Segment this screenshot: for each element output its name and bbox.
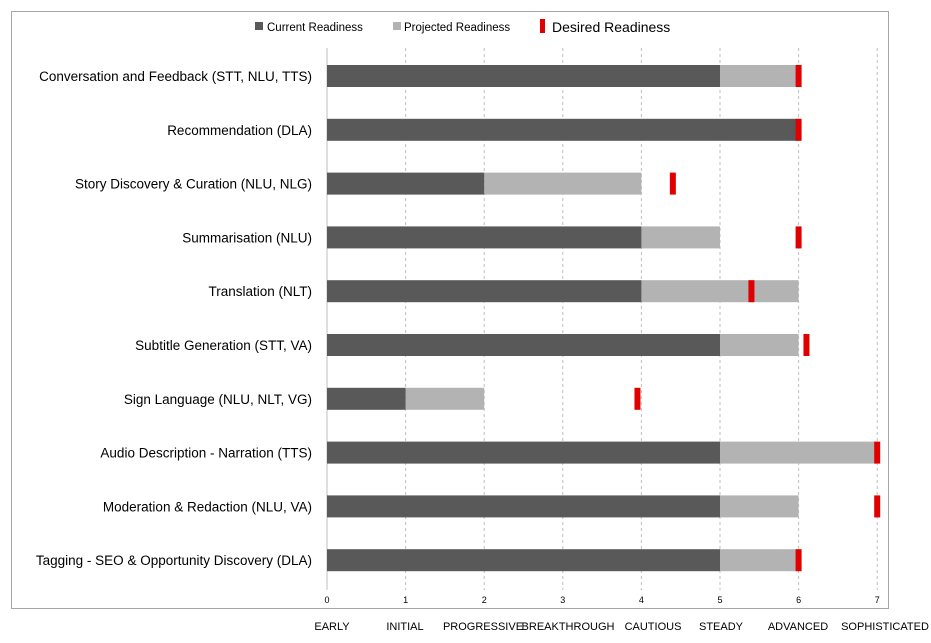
bar-current-6 — [327, 387, 406, 410]
x-axis-ticks: 0 1 2 3 4 5 6 7 — [324, 595, 879, 605]
tick-label-3: 3 — [560, 595, 565, 605]
tick-label-4: 4 — [639, 595, 644, 605]
chart-frame — [11, 11, 889, 609]
category-label-6: Sign Language (NLU, NLT, VG) — [124, 392, 312, 407]
legend-swatch-projected — [393, 22, 401, 30]
category-label-3: Summarisation (NLU) — [182, 230, 312, 245]
legend-label-projected: Projected Readiness — [404, 22, 510, 34]
marker-desired-9 — [795, 549, 802, 572]
category-labels: Conversation and Feedback (STT, NLU, TTS… — [36, 69, 312, 568]
tick-label-2: 2 — [482, 595, 487, 605]
level-label-0: EARLY — [314, 621, 350, 633]
bar-current-0 — [327, 65, 720, 87]
marker-desired-4 — [748, 280, 755, 303]
bar-current-1 — [327, 118, 799, 141]
category-label-2: Story Discovery & Curation (NLU, NLG) — [75, 177, 312, 192]
bar-current-9 — [327, 549, 720, 572]
category-label-5: Subtitle Generation (STT, VA) — [135, 338, 312, 353]
category-label-1: Recommendation (DLA) — [167, 123, 312, 138]
tick-label-0: 0 — [324, 595, 329, 605]
level-label-5: STEADY — [699, 621, 744, 633]
bar-current-5 — [327, 334, 720, 356]
category-label-4: Translation (NLT) — [208, 284, 312, 299]
category-label-8: Moderation & Redaction (NLU, VA) — [103, 499, 312, 514]
bar-projected-0 — [720, 65, 799, 87]
tick-label-6: 6 — [796, 595, 801, 605]
category-label-7: Audio Description - Narration (TTS) — [100, 446, 312, 461]
bar-projected-8 — [720, 495, 799, 518]
chart-bars — [327, 65, 881, 572]
marker-desired-7 — [874, 441, 881, 464]
level-label-6: ADVANCED — [768, 621, 828, 633]
bar-projected-9 — [720, 549, 799, 572]
marker-desired-1 — [795, 118, 802, 141]
chart-legend: Current Readiness Projected Readiness Desi… — [255, 19, 670, 35]
bar-projected-3 — [641, 226, 720, 249]
bar-current-2 — [327, 172, 485, 195]
level-label-4: CAUTIOUS — [625, 621, 682, 633]
level-label-2: PROGRESSIVE — [443, 621, 523, 633]
marker-desired-0 — [795, 65, 802, 87]
level-label-7: SOPHISTICATED — [841, 621, 929, 633]
bar-projected-4 — [641, 280, 799, 303]
category-label-9: Tagging - SEO & Opportunity Discovery (D… — [36, 553, 312, 568]
marker-desired-6 — [634, 387, 641, 410]
bar-current-4 — [327, 280, 642, 303]
bar-projected-2 — [484, 172, 642, 195]
legend-swatch-current — [255, 22, 263, 30]
bar-projected-6 — [405, 387, 485, 410]
bar-projected-5 — [720, 334, 799, 356]
marker-desired-3 — [795, 226, 802, 249]
bar-current-3 — [327, 226, 642, 249]
tick-label-5: 5 — [717, 595, 722, 605]
bar-current-8 — [327, 495, 720, 518]
tick-label-7: 7 — [875, 595, 880, 605]
marker-desired-8 — [874, 495, 881, 518]
tick-label-1: 1 — [403, 595, 408, 605]
bar-projected-7 — [720, 441, 878, 464]
marker-desired-5 — [803, 334, 810, 356]
bar-current-7 — [327, 441, 720, 464]
marker-desired-2 — [669, 172, 676, 195]
legend-label-current: Current Readiness — [267, 22, 363, 34]
level-label-1: INITIAL — [386, 621, 423, 633]
legend-label-desired: Desired Readiness — [552, 19, 670, 35]
level-label-3: BREAKTHROUGH — [522, 621, 615, 633]
category-label-0: Conversation and Feedback (STT, NLU, TTS… — [39, 69, 312, 84]
legend-swatch-desired — [540, 19, 545, 33]
